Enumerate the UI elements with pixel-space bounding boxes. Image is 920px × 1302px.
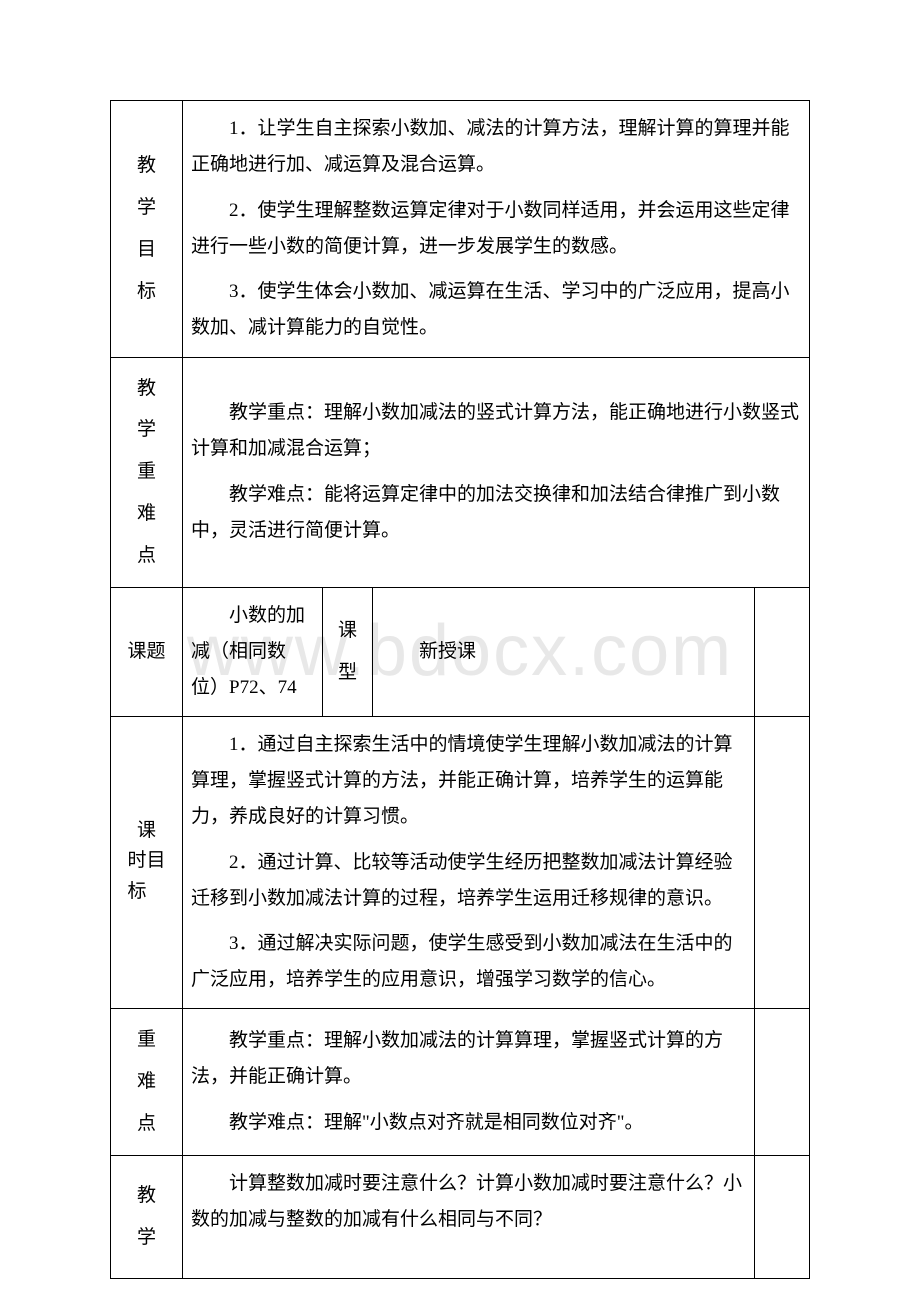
paragraph: 2．使学生理解整数运算定律对于小数同样适用，并会运用这些定律进行一些小数的简便计…	[191, 193, 801, 265]
label-char: 重	[137, 451, 156, 493]
paragraph: 教学难点：能将运算定律中的加法交换律和加法结合律推广到小数中，灵活进行简便计算。	[191, 477, 801, 549]
vertical-label: 教 学	[137, 1175, 156, 1259]
paragraph: 2．通过计算、比较等活动使学生经历把整数加减法计算经验迁移到小数加减法计算的过程…	[191, 845, 746, 917]
label-char: 难	[137, 1061, 156, 1103]
table-row: 课题 小数的加减（相同数位）P72、74 课 型 新授课	[111, 587, 810, 716]
vertical-label: 课 时目 标	[127, 816, 165, 907]
vertical-label: 重 难 点	[137, 1019, 156, 1144]
teaching-objectives-content: 1．让学生自主探索小数加、减法的计算方法，理解计算的算理并能正确地进行加、减运算…	[183, 101, 810, 358]
label-char: 点	[137, 1103, 156, 1145]
label-char: 教	[137, 1175, 156, 1217]
label-char: 标	[127, 877, 165, 907]
label-char: 标	[137, 271, 156, 313]
key-points-content-2: 教学重点：理解小数加减法的计算算理，掌握竖式计算的方法，并能正确计算。 教学难点…	[183, 1009, 755, 1155]
label-char: 教	[137, 368, 156, 410]
table-row: 教 学 目 标 1．让学生自主探索小数加、减法的计算方法，理解计算的算理并能正确…	[111, 101, 810, 358]
label-char: 型	[338, 652, 357, 694]
label-char: 难	[137, 493, 156, 535]
table-row: 教 学 重 难 点 教学重点：理解小数加减法的竖式计算方法，能正确地进行小数竖式…	[111, 357, 810, 587]
table-row: 重 难 点 教学重点：理解小数加减法的计算算理，掌握竖式计算的方法，并能正确计算…	[111, 1009, 810, 1155]
vertical-label: 课 型	[338, 610, 357, 694]
label-char: 目	[137, 229, 156, 271]
label-char: 教	[137, 145, 156, 187]
empty-cell	[755, 716, 810, 1009]
topic-value: 小数的加减（相同数位）P72、74	[183, 587, 323, 716]
vertical-label: 教 学 目 标	[137, 145, 156, 312]
teaching-content: 计算整数加减时要注意什么？计算小数加减时要注意什么？小数的加减与整数的加减有什么…	[183, 1155, 755, 1278]
key-difficult-points-label: 教 学 重 难 点	[111, 357, 183, 587]
paragraph: 计算整数加减时要注意什么？计算小数加减时要注意什么？小数的加减与整数的加减有什么…	[191, 1166, 746, 1238]
empty-cell	[755, 1155, 810, 1278]
label-char: 学	[137, 1217, 156, 1259]
paragraph: 3．通过解决实际问题，使学生感受到小数加减法在生活中的广泛应用，培养学生的应用意…	[191, 926, 746, 998]
label-char: 学	[137, 409, 156, 451]
vertical-label: 教 学 重 难 点	[137, 368, 156, 577]
label-char: 时目	[127, 846, 165, 876]
lesson-type-label: 课 型	[323, 587, 373, 716]
table-row: 课 时目 标 1．通过自主探索生活中的情境使学生理解小数加减法的计算算理，掌握竖…	[111, 716, 810, 1009]
label-char: 课	[127, 816, 165, 846]
label-char: 学	[137, 187, 156, 229]
teaching-objectives-label: 教 学 目 标	[111, 101, 183, 358]
label-char: 课	[338, 610, 357, 652]
period-objectives-label: 课 时目 标	[111, 716, 183, 1009]
paragraph: 3．使学生体会小数加、减运算在生活、学习中的广泛应用，提高小数加、减计算能力的自…	[191, 274, 801, 346]
paragraph: 教学重点：理解小数加减法的竖式计算方法，能正确地进行小数竖式计算和加减混合运算；	[191, 395, 801, 467]
key-difficult-points-content: 教学重点：理解小数加减法的竖式计算方法，能正确地进行小数竖式计算和加减混合运算；…	[183, 357, 810, 587]
label-char: 重	[137, 1019, 156, 1061]
lesson-plan-table: 教 学 目 标 1．让学生自主探索小数加、减法的计算方法，理解计算的算理并能正确…	[110, 100, 810, 1279]
paragraph: 1．让学生自主探索小数加、减法的计算方法，理解计算的算理并能正确地进行加、减运算…	[191, 111, 801, 183]
key-points-label-2: 重 难 点	[111, 1009, 183, 1155]
label-char: 点	[137, 535, 156, 577]
paragraph: 教学难点：理解"小数点对齐就是相同数位对齐"。	[191, 1105, 746, 1141]
lesson-type-value: 新授课	[373, 587, 755, 716]
teaching-label: 教 学	[111, 1155, 183, 1278]
empty-cell	[755, 1009, 810, 1155]
paragraph: 1．通过自主探索生活中的情境使学生理解小数加减法的计算算理，掌握竖式计算的方法，…	[191, 727, 746, 835]
topic-label: 课题	[111, 587, 183, 716]
table-row: 教 学 计算整数加减时要注意什么？计算小数加减时要注意什么？小数的加减与整数的加…	[111, 1155, 810, 1278]
empty-cell	[755, 587, 810, 716]
period-objectives-content: 1．通过自主探索生活中的情境使学生理解小数加减法的计算算理，掌握竖式计算的方法，…	[183, 716, 755, 1009]
paragraph: 教学重点：理解小数加减法的计算算理，掌握竖式计算的方法，并能正确计算。	[191, 1023, 746, 1095]
